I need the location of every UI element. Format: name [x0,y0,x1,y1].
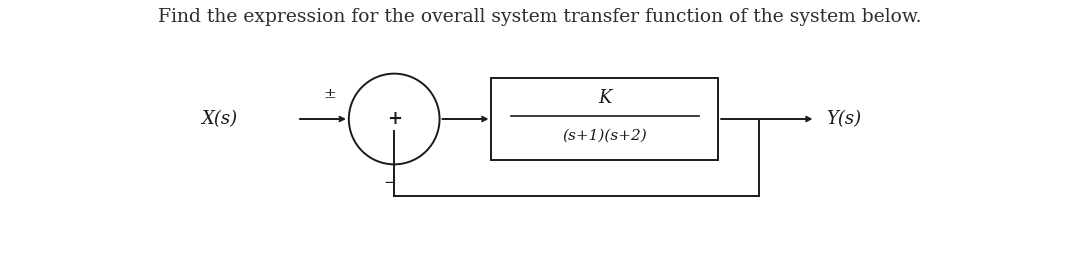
Text: Find the expression for the overall system transfer function of the system below: Find the expression for the overall syst… [159,8,921,26]
Bar [491,78,718,160]
Text: Y(s): Y(s) [826,110,862,128]
Text: K: K [598,89,611,107]
Text: +: + [387,110,402,128]
Text: −: − [383,176,396,190]
Text: X(s): X(s) [202,110,238,128]
Text: (s+1)(s+2): (s+1)(s+2) [563,129,647,143]
Text: ±: ± [323,87,336,101]
